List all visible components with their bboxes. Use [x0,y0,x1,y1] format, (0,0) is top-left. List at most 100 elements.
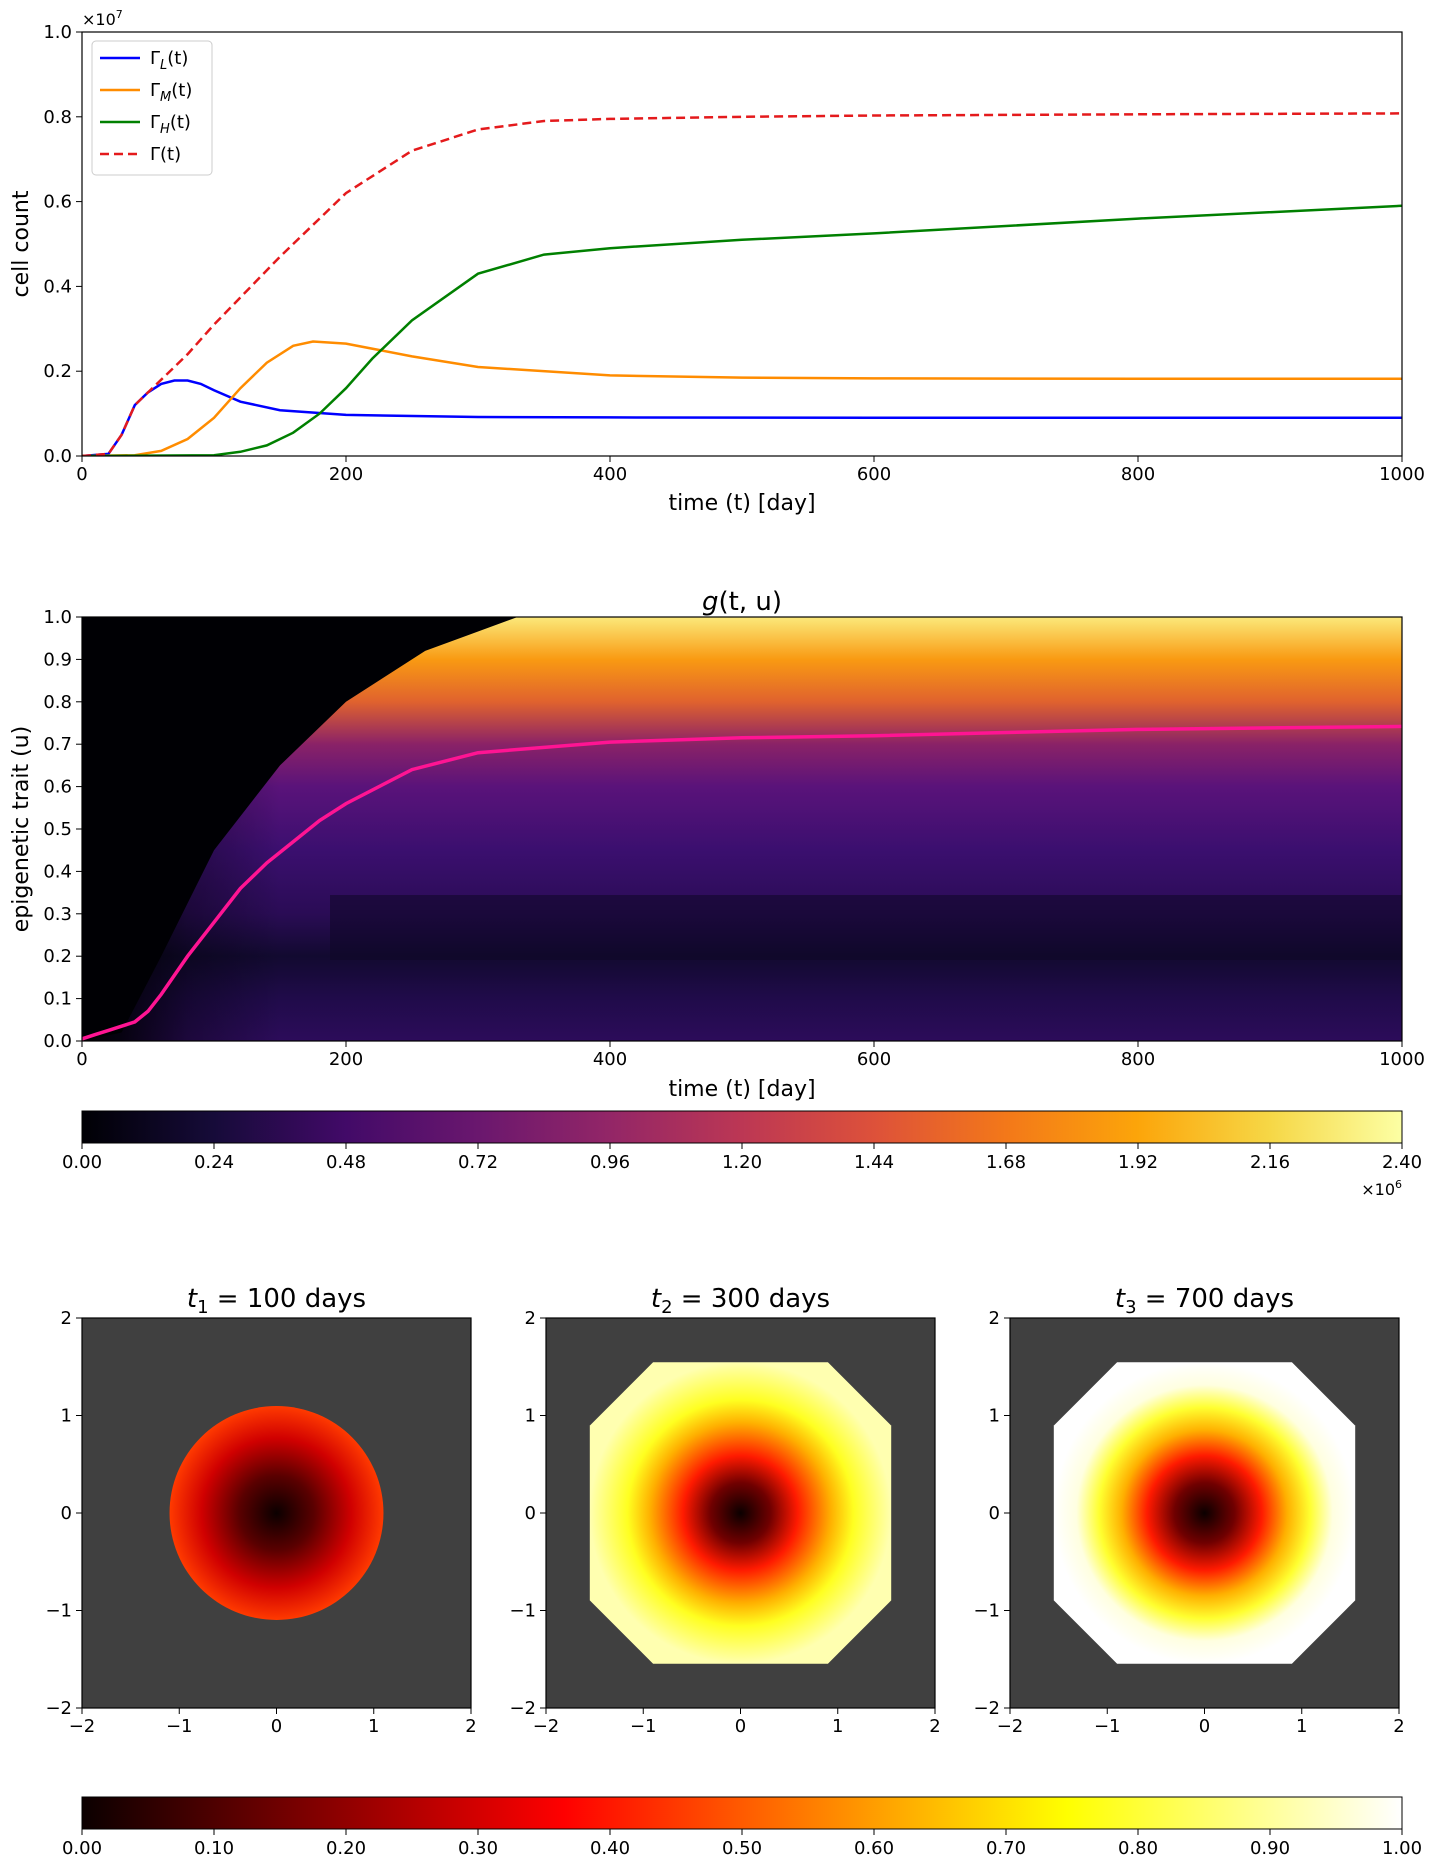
x-tick-label: 1 [1296,1716,1307,1737]
x-tick-label: 2 [465,1716,476,1737]
cell-count-chart: 0 200 400 600 800 1000 0.0 0.2 0.4 0.6 0.8 1.0 ×10… [9,8,1425,516]
y-tick-label: 1 [525,1406,536,1427]
colorbar-tick-label: 1.00 [1382,1838,1422,1859]
y-tick-label: 0 [525,1503,536,1524]
y-tick-label: 0.0 [43,1031,72,1052]
y-tick-label: 1.0 [43,607,72,628]
legend-box [91,40,213,176]
top-y-multiplier: ×107 [82,8,123,29]
x-tick-label: 0 [271,1716,282,1737]
y-tick-label: −1 [45,1601,72,1622]
y-tick-label: −2 [973,1698,1000,1719]
panel-title-2: t2 = 300 days [651,1284,830,1318]
snapshot-panel-2: −2 −1 0 1 2 −2 −1 0 1 2 t2 = 300 days [509,1284,940,1737]
y-tick-label: 0.2 [43,946,72,967]
y-tick-label: −1 [973,1601,1000,1622]
legend-label-1: ΓM(t) [150,80,192,105]
heatmap-title: g(t, u) [702,587,782,617]
colorbar-tick-label: 0.00 [62,1838,102,1859]
cell-density-region [1053,1362,1356,1664]
x-tick-label: −2 [533,1716,560,1737]
x-tick-label: 1 [832,1716,843,1737]
x-tick-label: −1 [166,1716,193,1737]
heatmap-edge-fade [82,617,1402,1041]
colorbar-tick-label: 0.24 [194,1152,234,1173]
inferno-colorbar [81,1110,1403,1144]
x-tick-label: 400 [593,1049,627,1070]
y-tick-label: 2 [525,1308,536,1329]
colorbar-tick-label: 0.00 [62,1152,102,1173]
cell-density-region [589,1362,892,1664]
x-tick-label: 400 [593,464,627,485]
colorbar-tick-label: 1.68 [986,1152,1026,1173]
top-y-axis-label: cell count [9,190,34,297]
legend-label-3: Γ(t) [150,144,181,165]
colorbar-tick-label: 0.10 [194,1838,234,1859]
colorbar-tick-label: 0.60 [854,1838,894,1859]
panel-title-3: t3 = 700 days [1115,1284,1294,1318]
series-line-3 [82,112,1402,456]
colorbar-multiplier: ×106 [1361,1178,1402,1199]
colorbar-tick-label: 0.30 [458,1838,498,1859]
colorbar-tick-label: 2.16 [1250,1152,1290,1173]
colorbar-tick-label: 0.70 [986,1838,1026,1859]
y-tick-label: 0.8 [43,107,72,128]
x-tick-label: −1 [1094,1716,1121,1737]
y-tick-label: −2 [45,1698,72,1719]
colorbar-tick-label: 2.40 [1382,1152,1422,1173]
y-tick-label: 1 [61,1406,72,1427]
y-tick-label: 1.0 [43,22,72,43]
cell-density-disk [169,1406,384,1620]
colorbar-tick-label: 0.40 [590,1838,630,1859]
series-line-2 [82,204,1402,456]
y-tick-label: 0.8 [43,692,72,713]
y-tick-label: −2 [509,1698,536,1719]
y-tick-label: 0.3 [43,904,72,925]
x-tick-label: 0 [735,1716,746,1737]
x-tick-label: 200 [329,464,363,485]
series-line-1 [82,340,1402,456]
y-tick-label: 2 [61,1308,72,1329]
spatial-snapshot-panels: −2 −1 0 1 2 −2 −1 0 1 2 t1 = 100 days −2 −1 0 1 2 −2 −1 0 1… [45,1284,1404,1737]
colorbar-tick-label: 0.48 [326,1152,366,1173]
x-tick-label: 0 [76,464,87,485]
x-tick-label: 1 [368,1716,379,1737]
hot-colorbar [81,1796,1403,1830]
y-tick-label: 0.6 [43,192,72,213]
y-tick-label: 0.7 [43,734,72,755]
snapshot-panel-1: −2 −1 0 1 2 −2 −1 0 1 2 t1 = 100 days [45,1284,476,1737]
colorbar-tick-label: 0.50 [722,1838,762,1859]
top-legend: ΓL(t) ΓM(t) ΓH(t) Γ(t) [91,40,213,176]
x-tick-label: 1000 [1379,464,1425,485]
x-tick-label: 200 [329,1049,363,1070]
y-tick-label: 0.4 [43,276,72,297]
hot-colorbar-group: 0.00 0.10 0.20 0.30 0.40 0.50 0.60 0.70 0.80 0.90… [62,1796,1422,1859]
trait-heatmap-chart: 0 200 400 600 800 1000 0.0 0.1 0.2 0.3 0.4 0.5 0.6 0… [9,587,1425,1199]
y-tick-label: 0.1 [43,989,72,1010]
mid-y-axis-label: epigenetic trait (u) [9,726,34,932]
y-tick-label: 0.0 [43,446,72,467]
colorbar-tick-label: 0.20 [326,1838,366,1859]
y-tick-label: 0 [61,1503,72,1524]
colorbar-tick-label: 1.20 [722,1152,762,1173]
y-tick-label: −1 [509,1601,536,1622]
x-tick-label: 800 [1121,1049,1155,1070]
colorbar-tick-label: 0.80 [1118,1838,1158,1859]
y-tick-label: 0.4 [43,861,72,882]
y-tick-label: 0.5 [43,819,72,840]
x-tick-label: −2 [997,1716,1024,1737]
x-tick-label: 600 [857,464,891,485]
snapshot-panel-3: −2 −1 0 1 2 −2 −1 0 1 2 t3 = 700 days [973,1284,1404,1737]
legend-label-0: ΓL(t) [150,48,188,73]
mean-trait-line [82,724,1402,1041]
y-tick-label: 0.6 [43,777,72,798]
colorbar-tick-label: 0.72 [458,1152,498,1173]
x-tick-label: 2 [929,1716,940,1737]
top-x-axis-label: time (t) [day] [668,491,815,516]
colorbar-tick-label: 1.92 [1118,1152,1158,1173]
x-tick-label: 0 [1199,1716,1210,1737]
panel-title-1: t1 = 100 days [187,1284,366,1318]
x-tick-label: 600 [857,1049,891,1070]
legend-label-2: ΓH(t) [150,112,191,137]
